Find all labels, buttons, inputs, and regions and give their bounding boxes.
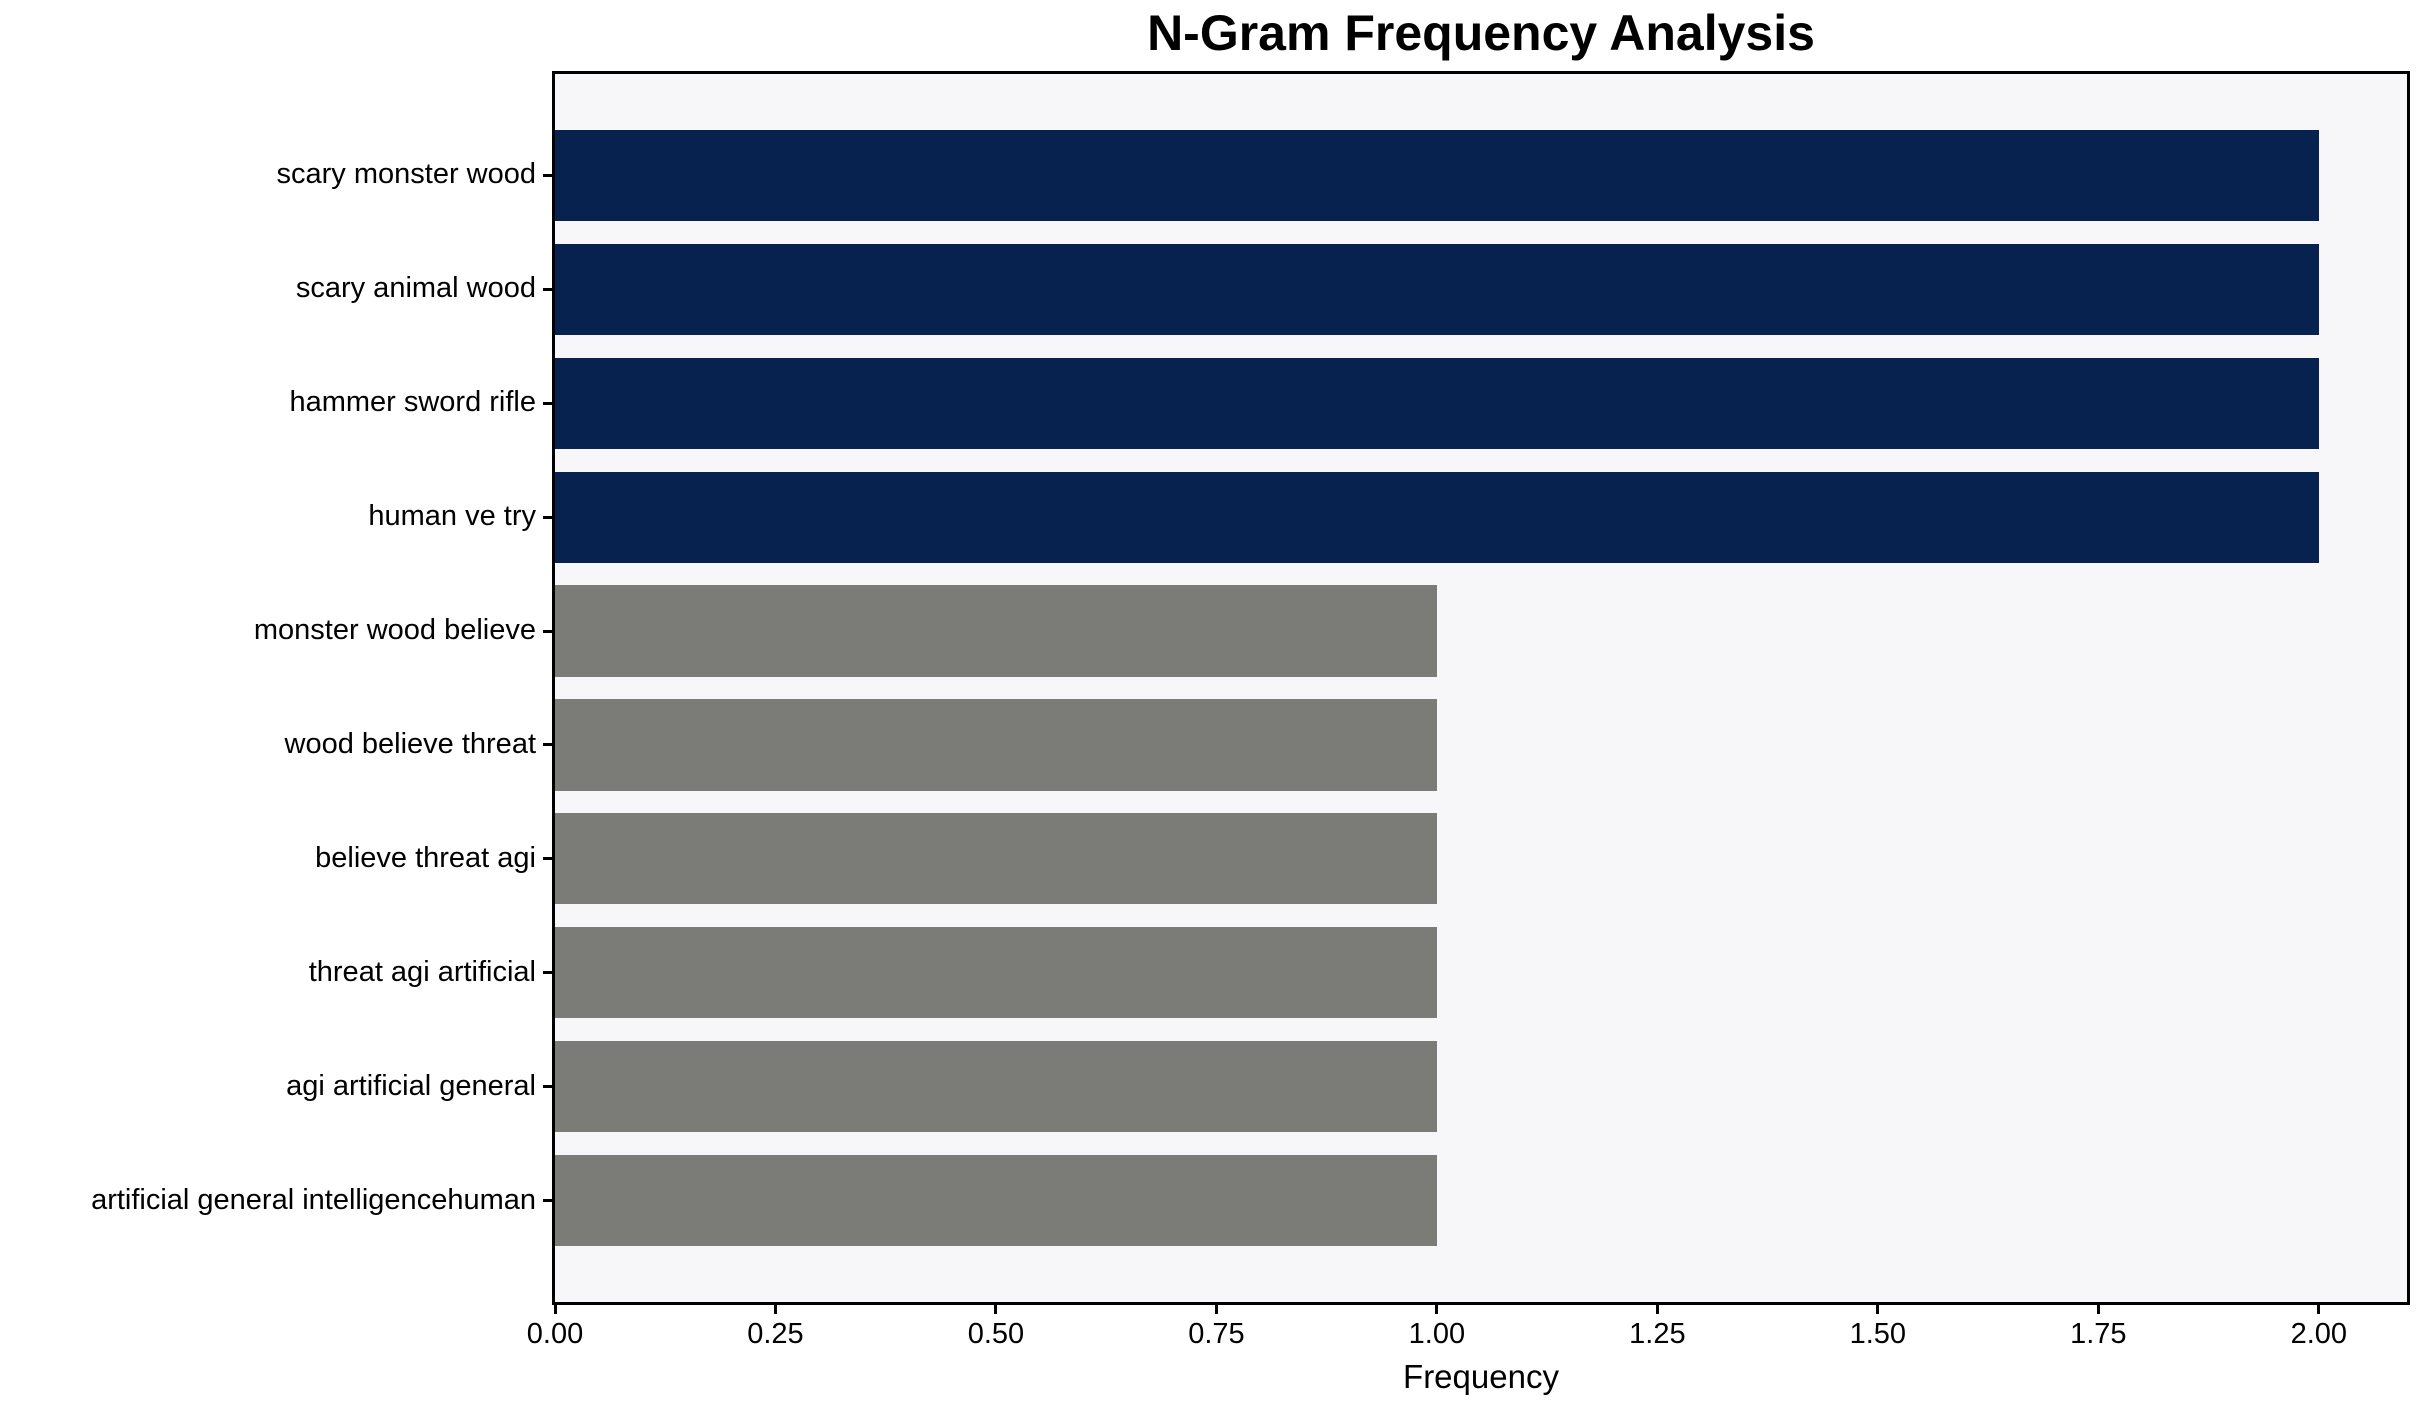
x-tick-mark (1876, 1305, 1880, 1314)
x-tick-mark (2096, 1305, 2100, 1314)
y-tick-mark (543, 1199, 552, 1203)
y-tick-mark (543, 1085, 552, 1089)
y-tick-label: wood believe threat (284, 727, 537, 760)
x-tick-label: 0.00 (526, 1318, 584, 1350)
x-tick-label: 1.75 (2070, 1318, 2127, 1350)
x-tick-mark (994, 1305, 998, 1314)
y-tick-label: threat agi artificial (308, 955, 536, 988)
bar (555, 1155, 1437, 1247)
y-tick-label: monster wood believe (253, 613, 536, 646)
bar (555, 243, 2319, 335)
x-tick-mark (1435, 1305, 1439, 1314)
y-tick-mark (543, 629, 552, 633)
y-tick-mark (543, 401, 552, 405)
bar (555, 585, 1437, 677)
y-tick-mark (543, 515, 552, 519)
chart-title: N-Gram Frequency Analysis (1147, 5, 1815, 61)
y-tick-label: scary animal wood (295, 272, 536, 305)
y-tick-label: artificial general intelligencehuman (91, 1183, 536, 1216)
bar (555, 1041, 1437, 1133)
x-tick-label: 1.00 (1408, 1318, 1466, 1350)
x-tick-label: 2.00 (2290, 1318, 2348, 1350)
bar (555, 357, 2319, 449)
plot-area (552, 71, 2410, 1305)
y-tick-mark (543, 857, 552, 861)
y-tick-mark (543, 743, 552, 747)
bar (555, 813, 1437, 905)
bar (555, 129, 2319, 221)
x-tick-mark (773, 1305, 777, 1314)
y-tick-label: hammer sword rifle (289, 386, 536, 419)
x-tick-mark (1214, 1305, 1218, 1314)
x-tick-label: 0.75 (1188, 1318, 1245, 1350)
x-tick-mark (2317, 1305, 2321, 1314)
y-tick-mark (543, 173, 552, 177)
x-tick-label: 1.50 (1849, 1318, 1907, 1350)
bar (555, 699, 1437, 791)
x-tick-mark (553, 1305, 557, 1314)
y-tick-mark (543, 971, 552, 975)
x-axis-title: Frequency (1403, 1358, 1559, 1395)
y-tick-label: agi artificial general (286, 1069, 536, 1102)
x-tick-label: 0.25 (747, 1318, 804, 1350)
y-tick-label: human ve try (368, 499, 536, 532)
bar (555, 471, 2319, 563)
y-tick-label: believe threat agi (315, 841, 536, 874)
x-tick-label: 0.50 (967, 1318, 1025, 1350)
y-tick-mark (543, 287, 552, 291)
x-tick-label: 1.25 (1629, 1318, 1686, 1350)
y-tick-label: scary monster wood (276, 158, 537, 191)
bar (555, 927, 1437, 1019)
x-tick-mark (1655, 1305, 1659, 1314)
